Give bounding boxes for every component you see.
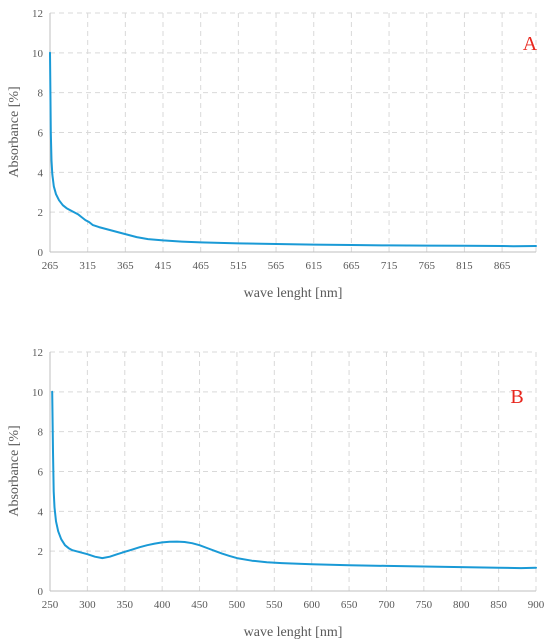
x-tick-label: 300	[79, 599, 96, 611]
y-tick-label: 10	[32, 48, 44, 60]
x-tick-label: 765	[418, 260, 435, 272]
y-tick-label: 6	[38, 467, 44, 479]
series-line	[49, 51, 537, 248]
x-tick-label: 565	[268, 260, 285, 272]
x-tick-label: 515	[230, 260, 247, 272]
x-tick-label: 400	[154, 599, 171, 611]
panel-label-b: B	[510, 386, 523, 408]
x-tick-label: 265	[42, 260, 59, 272]
series-line	[51, 390, 537, 570]
y-tick-label: 4	[38, 506, 44, 518]
x-tick-label: 500	[229, 599, 246, 611]
x-tick-label: 350	[117, 599, 134, 611]
y-tick-label: 8	[38, 88, 44, 100]
x-tick-label: 450	[191, 599, 208, 611]
x-tick-label: 250	[42, 599, 59, 611]
x-tick-label: 750	[416, 599, 433, 611]
x-tick-label: 815	[456, 260, 473, 272]
x-tick-label: 615	[305, 260, 322, 272]
y-tick-label: 12	[32, 8, 43, 20]
x-tick-label: 900	[528, 599, 545, 611]
x-tick-label: 865	[494, 260, 511, 272]
y-axis-title: Absorbance [%]	[7, 425, 22, 516]
y-tick-label: 10	[32, 387, 44, 399]
y-tick-label: 2	[38, 546, 44, 558]
y-tick-label: 0	[38, 586, 44, 598]
panel-label-a: A	[523, 33, 538, 55]
chart-panel-b: 0 2 4 6 8 10 12 250 300 350 400 450 500 550 600 650 700 7…	[7, 347, 545, 640]
x-axis-title: wave lenght [nm]	[244, 286, 343, 301]
x-tick-label: 550	[266, 599, 283, 611]
chart-panel-a: 0 2 4 6 8 10 12 265 315 365 415 465 515 565 615 665 715 7…	[7, 8, 538, 301]
x-tick-label: 715	[381, 260, 398, 272]
x-tick-label: 650	[341, 599, 358, 611]
x-tick-label: 665	[343, 260, 360, 272]
x-tick-label: 315	[79, 260, 96, 272]
y-tick-label: 12	[32, 347, 43, 359]
x-tick-label: 700	[378, 599, 395, 611]
x-tick-label: 850	[490, 599, 507, 611]
x-tick-label: 600	[303, 599, 320, 611]
y-tick-label: 4	[38, 167, 44, 179]
x-tick-label: 365	[117, 260, 134, 272]
y-tick-label: 2	[38, 207, 44, 219]
x-tick-label: 415	[155, 260, 172, 272]
x-tick-label: 465	[192, 260, 209, 272]
x-axis-title: wave lenght [nm]	[244, 625, 343, 640]
y-tick-label: 6	[38, 128, 44, 140]
x-tick-label: 800	[453, 599, 470, 611]
y-tick-label: 8	[38, 427, 44, 439]
y-axis-title: Absorbance [%]	[7, 86, 22, 177]
y-tick-label: 0	[38, 247, 44, 259]
